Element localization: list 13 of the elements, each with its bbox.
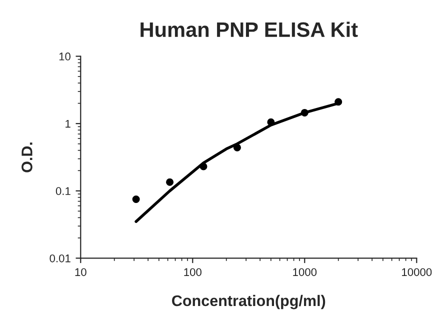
y-tick-label: 10: [59, 52, 70, 60]
y-axis-title: O.D.: [22, 142, 32, 172]
y-tick-label: 0.01: [50, 254, 70, 262]
y-tick-label: 1: [66, 120, 70, 128]
x-tick-label: 10: [75, 268, 86, 276]
y-tick-label: 0.1: [56, 187, 70, 196]
chart-title: Human PNP ELISA Kit: [140, 22, 358, 38]
point: [132, 196, 140, 204]
x-tick-label: 100: [184, 268, 202, 276]
x-axis-title: Concentration(pg/ml): [172, 294, 326, 310]
point: [166, 178, 174, 186]
x-tick-label: 1000: [293, 268, 317, 276]
x-tick-label: 10000: [402, 268, 432, 276]
